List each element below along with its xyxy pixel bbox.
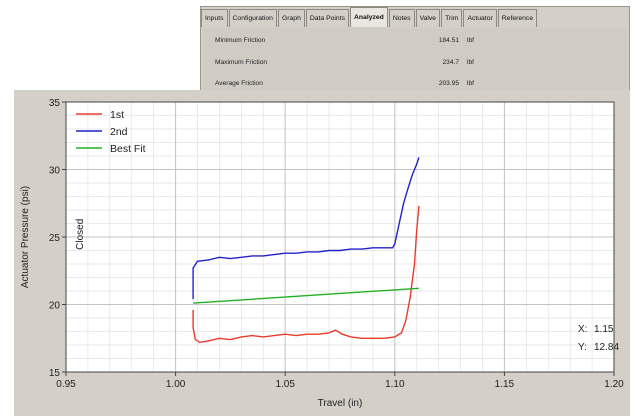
y-tick-label: 15 [49,368,61,379]
result-unit: lbf [467,80,474,87]
result-row: Average Friction 203.95 lbf [211,77,511,91]
x-tick-label: 1.10 [385,379,405,390]
result-label: Average Friction [215,80,263,87]
x-tick-label: 1.15 [495,379,515,390]
readout-x-value: 1.15 [594,324,614,335]
tab-graph[interactable]: Graph [277,9,305,27]
result-value: 184.51 [438,37,459,44]
result-row: Maximum Friction 234.7 lbf [211,56,511,70]
pressure-travel-chart[interactable]: 0.95 1.00 1.05 1.10 1.15 1.20 15 20 25 30 35 Travel… [14,90,630,416]
legend-entry: Best Fit [110,143,146,155]
y-tick-label: 30 [49,166,61,177]
x-axis-title: Travel (in) [318,398,363,409]
y-axis-title: Actuator Pressure (psi) [20,186,31,288]
tab-inputs[interactable]: Inputs [201,9,228,27]
readout-x-label: X: [578,324,587,335]
x-tick-label: 1.05 [275,379,295,390]
x-tick-label: 1.00 [166,379,186,390]
tab-actuator[interactable]: Actuator [463,9,497,27]
result-label: Maximum Friction [215,58,268,66]
series-line-1st [192,205,420,344]
result-unit: lbf [467,37,474,44]
result-unit: lbf [467,58,474,66]
result-value: 234.7 [442,58,459,66]
tab-analyzed[interactable]: Analyzed [349,7,388,27]
x-tick-label: 0.95 [56,379,76,390]
result-label: Minimum Friction [215,37,266,44]
legend-entry: 2nd [110,126,128,138]
tab-configuration[interactable]: Configuration [228,9,277,27]
chart-frame: 0.95 1.00 1.05 1.10 1.15 1.20 15 20 25 30 35 Travel… [14,90,630,416]
tab-data-points[interactable]: Data Points [305,9,349,27]
y-tick-label: 20 [49,301,61,312]
y-tick-label: 25 [49,233,61,244]
x-tick-label: 1.20 [604,379,624,390]
y-tick-label: 35 [49,98,61,109]
series-line-best-fit [193,287,419,304]
result-row: Minimum Friction 184.51 lbf [211,34,511,48]
series-line-2nd [192,157,420,300]
tab-notes[interactable]: Notes [388,9,415,27]
readout-y-label: Y: [578,342,587,353]
tab-reference[interactable]: Reference [497,9,538,27]
result-value: 203.95 [438,80,459,87]
tab-valve[interactable]: Valve [415,9,441,27]
tab-trim[interactable]: Trim [441,9,463,27]
legend-entry: 1st [110,109,124,121]
readout-y-value: 12.84 [594,342,619,353]
tab-bar: Inputs Configuration Graph Data Points Analy… [201,7,538,27]
closed-label: Closed [75,219,86,250]
